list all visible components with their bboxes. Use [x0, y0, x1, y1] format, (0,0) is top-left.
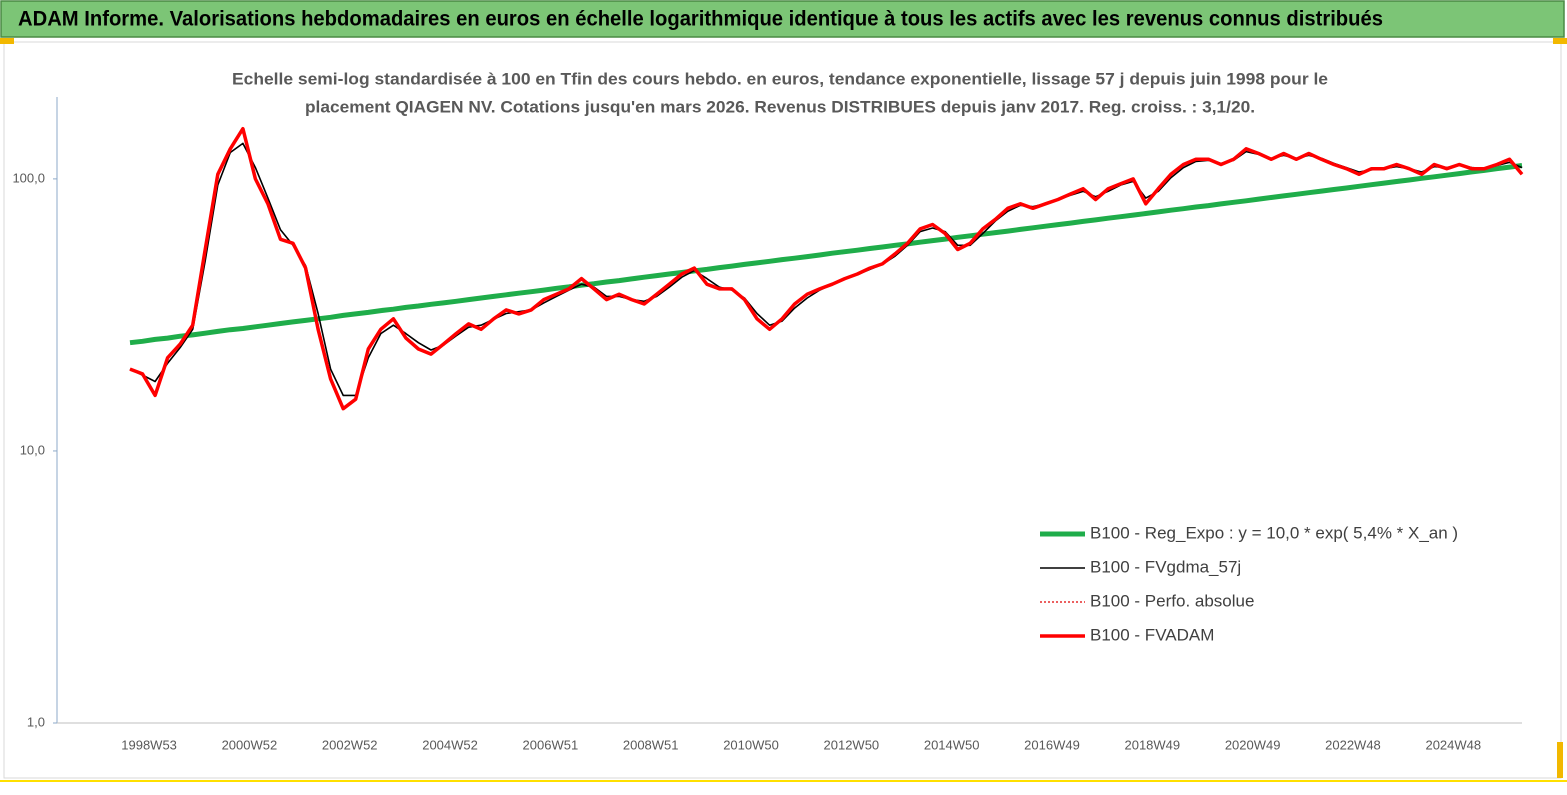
legend-label: B100 - Perfo. absolue: [1090, 591, 1254, 610]
corner: [1553, 38, 1567, 44]
chart-frame: [3, 41, 1562, 779]
x-tick-label: 2022W48: [1325, 737, 1381, 752]
banner-title: ADAM Informe. Valorisations hebdomadaire…: [18, 8, 1383, 31]
banner: [0, 0, 1565, 38]
x-tick-label: 2014W50: [924, 737, 980, 752]
x-tick-label: 2020W49: [1225, 737, 1281, 752]
x-tick-label: 2016W49: [1024, 737, 1080, 752]
legend-label: B100 - Reg_Expo : y = 10,0 * exp( 5,4% *…: [1090, 523, 1458, 542]
x-tick-label: 2002W52: [322, 737, 378, 752]
x-tick-label: 1998W53: [121, 737, 177, 752]
x-tick-label: 2010W50: [723, 737, 779, 752]
series-line: [129, 126, 1524, 411]
x-tick-label: 2008W51: [623, 737, 679, 752]
y-tick-label: 100,0: [12, 170, 45, 185]
y-tick-label: 1,0: [27, 714, 45, 729]
x-tick-label: 2000W52: [222, 737, 278, 752]
x-tick-label: 2004W52: [422, 737, 478, 752]
corner: [1557, 742, 1563, 778]
series-line: [129, 163, 1523, 346]
corner: [0, 38, 14, 44]
y-tick-label: 10,0: [20, 442, 45, 457]
legend-label: B100 - FVADAM: [1090, 625, 1214, 644]
x-tick-label: 2018W49: [1124, 737, 1180, 752]
legend-label: B100 - FVgdma_57j: [1090, 557, 1241, 576]
subtitle-line: placement QIAGEN NV. Cotations jusqu'en …: [305, 97, 1255, 116]
x-tick-label: 2006W51: [523, 737, 579, 752]
x-tick-label: 2012W50: [824, 737, 880, 752]
x-tick-label: 2024W48: [1425, 737, 1481, 752]
subtitle-line: Echelle semi-log standardisée à 100 en T…: [232, 69, 1328, 88]
